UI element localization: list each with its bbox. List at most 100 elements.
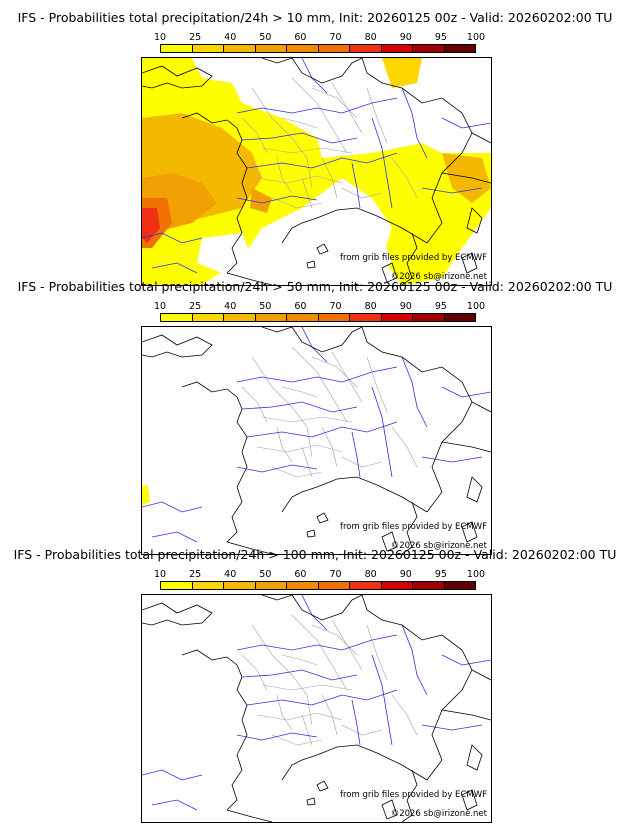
colorbar-segment (224, 314, 256, 321)
colorbar-segment (413, 314, 445, 321)
region-boundary (311, 624, 358, 656)
map-svg (142, 595, 491, 822)
colorbar-segment (192, 314, 224, 321)
coastline (226, 272, 273, 285)
colorbar-segment (287, 45, 319, 52)
river (401, 624, 428, 696)
region-boundary (341, 187, 383, 199)
colorbar-segment (192, 582, 224, 589)
river (351, 431, 361, 478)
colorbar-tick-label: 90 (399, 32, 412, 43)
coastline (401, 501, 418, 554)
region-boundary (366, 87, 388, 144)
river (246, 152, 398, 169)
probability-map: from grib files provided by ECMWF ©2026 … (141, 594, 492, 823)
region-boundary (321, 157, 338, 199)
coastline (261, 595, 293, 601)
map-panel-50mm: IFS - Probabilities total precipitation/… (0, 279, 630, 555)
river (401, 87, 428, 159)
probability-area (382, 58, 422, 88)
river (151, 262, 198, 274)
region-boundary (301, 446, 313, 478)
colorbar-segment (350, 45, 382, 52)
probability-area (250, 188, 272, 213)
region-boundary (241, 654, 268, 691)
region-boundary (311, 87, 358, 119)
probability-area (442, 153, 491, 203)
region-boundary (291, 77, 348, 154)
credit-source: from grib files provided by ECMWF (340, 790, 487, 800)
colorbar-segment (381, 45, 413, 52)
coastline (142, 334, 213, 358)
colorbar-tick-label: 40 (224, 301, 237, 312)
coastline (461, 789, 478, 811)
region-boundary (241, 386, 268, 423)
river (142, 769, 203, 781)
coastline (381, 799, 398, 820)
region-boundary (391, 426, 418, 468)
region-boundary (261, 416, 353, 423)
region-boundary (321, 426, 338, 468)
colorbar-segment (255, 45, 287, 52)
colorbar-tick-label: 60 (294, 301, 307, 312)
region-boundary (276, 157, 293, 194)
coastline (401, 769, 418, 822)
colorbar-tick-label: 50 (259, 32, 272, 43)
river (151, 531, 198, 543)
region-boundary (366, 624, 388, 681)
region-boundary (256, 444, 343, 453)
panel-title: IFS - Probabilities total precipitation/… (13, 547, 617, 562)
river (236, 732, 318, 741)
coastline (461, 521, 478, 543)
colorbar-segment (318, 45, 350, 52)
river (241, 401, 358, 413)
colorbar-segment (413, 582, 445, 589)
colorbar-tick-label: 70 (329, 32, 342, 43)
map-panel-100mm: IFS - Probabilities total precipitation/… (0, 547, 630, 823)
region-boundary (366, 356, 388, 413)
colorbar-segment (444, 582, 475, 589)
colorbar-ticks: 10 25 40 50 60 70 80 90 95 100 (154, 32, 485, 44)
river (301, 595, 328, 631)
region-boundary (321, 694, 338, 736)
credit-source: from grib files provided by ECMWF (340, 522, 487, 532)
coastline (181, 112, 248, 274)
credit-copyright: ©2026 sb@irizone.net (390, 272, 487, 282)
colorbar-segment (444, 314, 475, 321)
coastline (361, 595, 473, 781)
colorbar-tick-label: 10 (153, 569, 167, 580)
river (421, 724, 483, 731)
colorbar-tick-label: 60 (294, 32, 307, 43)
region-boundary (301, 714, 313, 746)
colorbar-tick-label: 70 (329, 301, 342, 312)
colorbar-tick-label: 100 (466, 569, 486, 580)
colorbar-tick-label: 95 (434, 569, 447, 580)
map-svg (142, 327, 491, 554)
river (301, 327, 328, 363)
river (236, 464, 318, 473)
coastline (142, 65, 213, 89)
map-panel-10mm: IFS - Probabilities total precipitation/… (0, 10, 630, 286)
colorbar-tick-label: 80 (364, 301, 377, 312)
river (236, 97, 398, 114)
coastline (142, 602, 213, 626)
probability-area (142, 58, 491, 285)
river (441, 386, 491, 398)
region-boundary (391, 157, 418, 199)
colorbar-segment (161, 314, 193, 321)
probability-map: from grib files provided by ECMWF ©2026 … (141, 57, 492, 286)
probability-map: from grib files provided by ECMWF ©2026 … (141, 326, 492, 555)
river (142, 501, 203, 513)
region-boundary (341, 456, 383, 468)
region-boundary (301, 177, 313, 209)
no-probability-area (197, 233, 252, 273)
colorbar-segment (350, 582, 382, 589)
colorbar-tick-label: 50 (259, 569, 272, 580)
coastline (306, 260, 316, 269)
region-boundary (261, 684, 353, 691)
river (441, 117, 491, 129)
colorbar-tick-label: 10 (153, 32, 167, 43)
coastline (361, 327, 473, 513)
region-boundary (241, 117, 268, 154)
colorbar-tick-label: 90 (399, 569, 412, 580)
